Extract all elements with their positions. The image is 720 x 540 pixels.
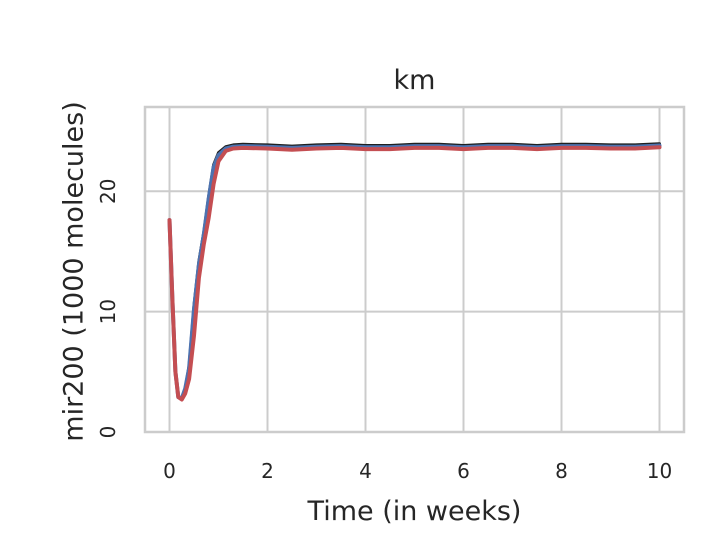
x-tick-label: 8 xyxy=(555,459,568,483)
x-tick-label: 0 xyxy=(163,459,176,483)
y-tick-label: 0 xyxy=(96,426,120,439)
y-tick-label: 10 xyxy=(96,299,120,324)
x-tick-label: 6 xyxy=(457,459,470,483)
x-tick-label: 4 xyxy=(359,459,372,483)
series-layer xyxy=(167,142,662,402)
y-axis-label: mir200 (1000 molecules) xyxy=(59,101,90,441)
chart-title: km xyxy=(394,65,436,96)
y-tick-label: 20 xyxy=(96,179,120,204)
series-line-3 xyxy=(167,145,662,402)
x-axis-label: Time (in weeks) xyxy=(307,496,522,527)
plot-frame xyxy=(143,105,686,434)
x-tick-label: 10 xyxy=(647,459,672,483)
x-tick-label: 2 xyxy=(261,459,274,483)
y-tick-labels: 0 10 20 xyxy=(96,179,120,439)
x-tick-labels: 0 2 4 6 8 10 xyxy=(163,459,672,483)
